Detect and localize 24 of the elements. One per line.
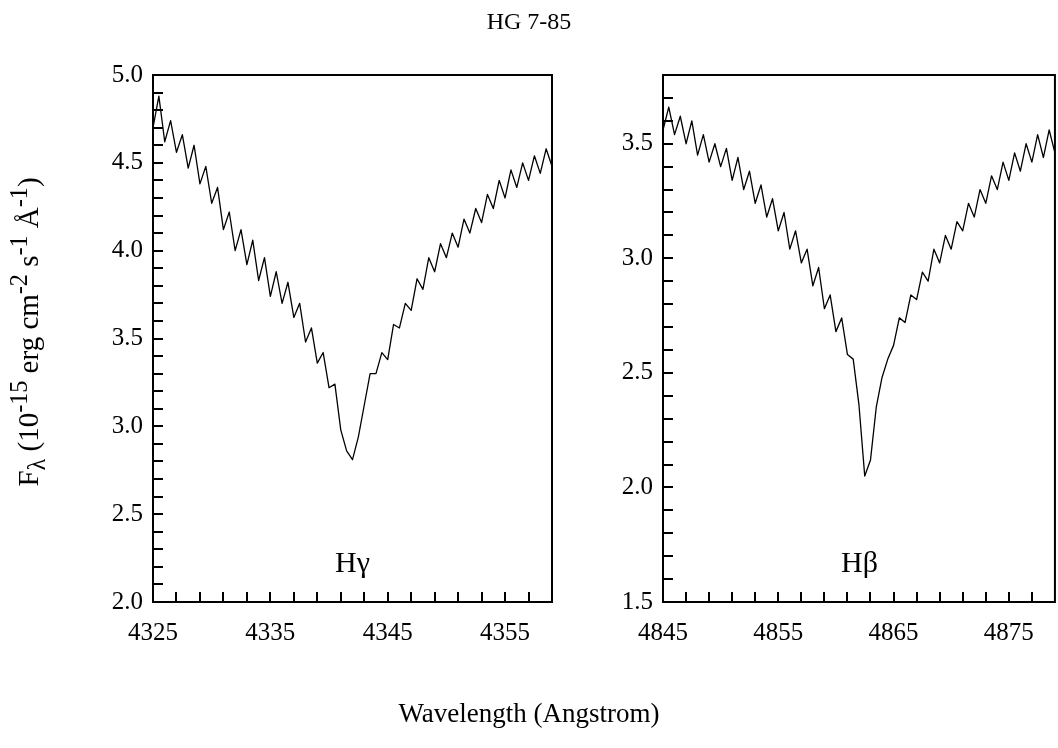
y-tick-label: 2.5 [621,357,653,385]
annotation: Hγ [335,545,370,579]
y-tick-label: 4.5 [111,147,143,175]
y-tick-label: 3.5 [621,128,653,156]
x-tick-label: 4875 [983,617,1034,645]
x-tick-label: 4355 [480,617,531,645]
x-tick-label: 4335 [245,617,296,645]
x-tick-label: 4855 [753,617,804,645]
y-tick-label: 3.0 [621,242,653,270]
y-tick-label: 5.0 [111,59,143,87]
x-tick-label: 4865 [868,617,919,645]
y-tick-label: 2.5 [111,498,143,526]
x-tick-label: 4345 [362,617,413,645]
annotation: Hβ [841,545,878,579]
y-tick-label: 2.0 [621,472,653,499]
y-tick-label: 3.5 [111,323,143,351]
chart-title: HG 7-85 [485,8,573,35]
x-axis-title: Wavelength (Angstrom) [397,698,661,729]
x-tick-label: 4325 [128,617,178,645]
x-tick-label: 4845 [638,617,688,645]
y-tick-label: 3.0 [111,410,143,438]
y-tick-label: 1.5 [621,586,653,614]
y-tick-label: 2.0 [111,586,143,614]
y-tick-label: 4.0 [111,235,143,263]
